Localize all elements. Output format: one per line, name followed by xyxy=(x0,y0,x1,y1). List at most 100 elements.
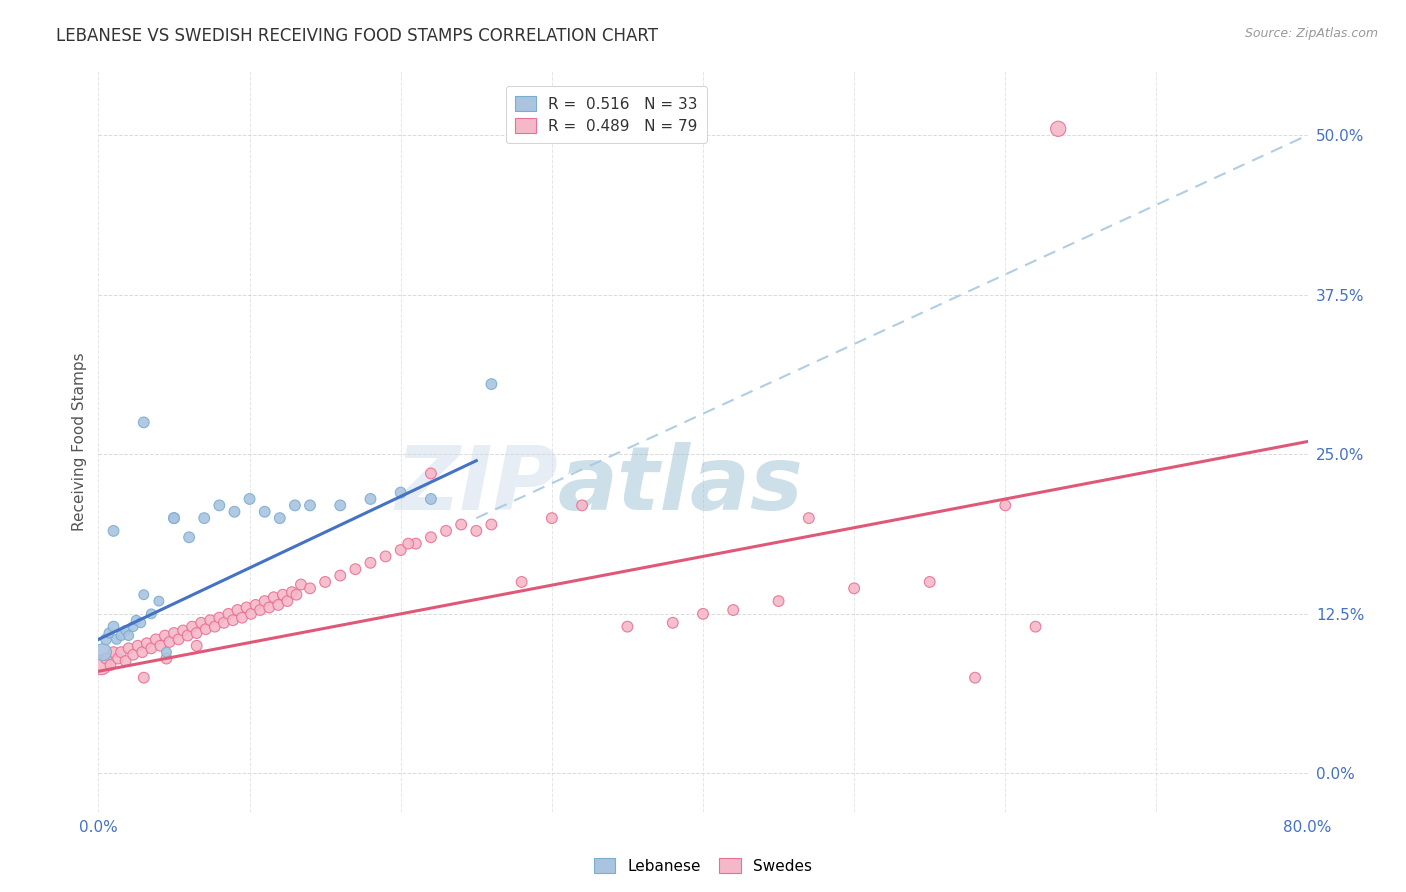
Point xyxy=(269,511,291,525)
Point xyxy=(420,467,443,481)
Point xyxy=(420,530,443,544)
Point xyxy=(360,491,382,506)
Point xyxy=(127,639,149,653)
Point xyxy=(360,556,382,570)
Point xyxy=(110,645,132,659)
Point xyxy=(155,651,177,665)
Point xyxy=(257,600,280,615)
Point xyxy=(132,416,155,430)
Point xyxy=(396,536,419,550)
Point xyxy=(100,657,122,672)
Point xyxy=(176,629,198,643)
Point xyxy=(797,511,820,525)
Legend: Lebanese, Swedes: Lebanese, Swedes xyxy=(588,852,818,880)
Point xyxy=(204,619,226,633)
Point xyxy=(329,568,352,582)
Point xyxy=(239,491,262,506)
Point xyxy=(90,657,112,672)
Point xyxy=(105,632,128,647)
Point xyxy=(122,648,145,662)
Point xyxy=(208,610,231,624)
Point xyxy=(217,607,239,621)
Point xyxy=(98,626,121,640)
Point xyxy=(107,651,129,665)
Point xyxy=(179,530,201,544)
Point xyxy=(374,549,396,564)
Point xyxy=(994,499,1017,513)
Point xyxy=(299,582,322,596)
Point xyxy=(190,615,212,630)
Point xyxy=(118,629,141,643)
Point xyxy=(132,588,155,602)
Point xyxy=(114,624,136,638)
Point xyxy=(235,600,257,615)
Point xyxy=(114,654,136,668)
Point xyxy=(249,603,271,617)
Text: atlas: atlas xyxy=(558,442,804,530)
Point xyxy=(208,499,231,513)
Point xyxy=(267,598,290,612)
Point xyxy=(276,594,298,608)
Point xyxy=(481,377,503,392)
Point xyxy=(692,607,714,621)
Point xyxy=(231,610,253,624)
Point xyxy=(965,671,987,685)
Point xyxy=(271,588,294,602)
Point xyxy=(420,491,443,506)
Point xyxy=(94,651,117,665)
Point xyxy=(240,607,263,621)
Point xyxy=(186,639,208,653)
Point xyxy=(155,645,177,659)
Point xyxy=(434,524,457,538)
Point xyxy=(281,585,304,599)
Point xyxy=(163,511,186,525)
Point xyxy=(1047,121,1070,136)
Point xyxy=(125,613,148,627)
Point xyxy=(450,517,472,532)
Point xyxy=(344,562,367,576)
Y-axis label: Receiving Food Stamps: Receiving Food Stamps xyxy=(72,352,87,531)
Point xyxy=(159,635,181,649)
Point xyxy=(145,632,167,647)
Legend: R =  0.516   N = 33, R =  0.489   N = 79: R = 0.516 N = 33, R = 0.489 N = 79 xyxy=(506,87,707,143)
Point xyxy=(224,505,246,519)
Point xyxy=(193,511,215,525)
Point xyxy=(103,524,125,538)
Point xyxy=(314,574,336,589)
Point xyxy=(768,594,790,608)
Point xyxy=(405,536,427,550)
Point xyxy=(149,639,172,653)
Point xyxy=(253,505,276,519)
Point xyxy=(118,641,141,656)
Point xyxy=(263,591,285,605)
Point xyxy=(94,632,117,647)
Point xyxy=(571,499,593,513)
Point xyxy=(661,615,683,630)
Point xyxy=(132,671,155,685)
Point xyxy=(91,645,114,659)
Point xyxy=(167,632,190,647)
Point xyxy=(616,619,638,633)
Point xyxy=(103,645,125,659)
Point xyxy=(540,511,562,525)
Point xyxy=(194,622,217,636)
Point xyxy=(226,603,249,617)
Text: Source: ZipAtlas.com: Source: ZipAtlas.com xyxy=(1244,27,1378,40)
Point xyxy=(253,594,276,608)
Point xyxy=(299,499,322,513)
Point xyxy=(389,543,412,558)
Point xyxy=(172,624,194,638)
Point xyxy=(110,629,132,643)
Point xyxy=(153,629,176,643)
Text: LEBANESE VS SWEDISH RECEIVING FOOD STAMPS CORRELATION CHART: LEBANESE VS SWEDISH RECEIVING FOOD STAMP… xyxy=(56,27,658,45)
Point xyxy=(212,615,235,630)
Point xyxy=(844,582,866,596)
Point xyxy=(290,577,312,591)
Point xyxy=(103,619,125,633)
Point xyxy=(141,641,163,656)
Point xyxy=(285,588,308,602)
Point xyxy=(131,645,153,659)
Point xyxy=(222,613,245,627)
Point xyxy=(284,499,307,513)
Point xyxy=(465,524,488,538)
